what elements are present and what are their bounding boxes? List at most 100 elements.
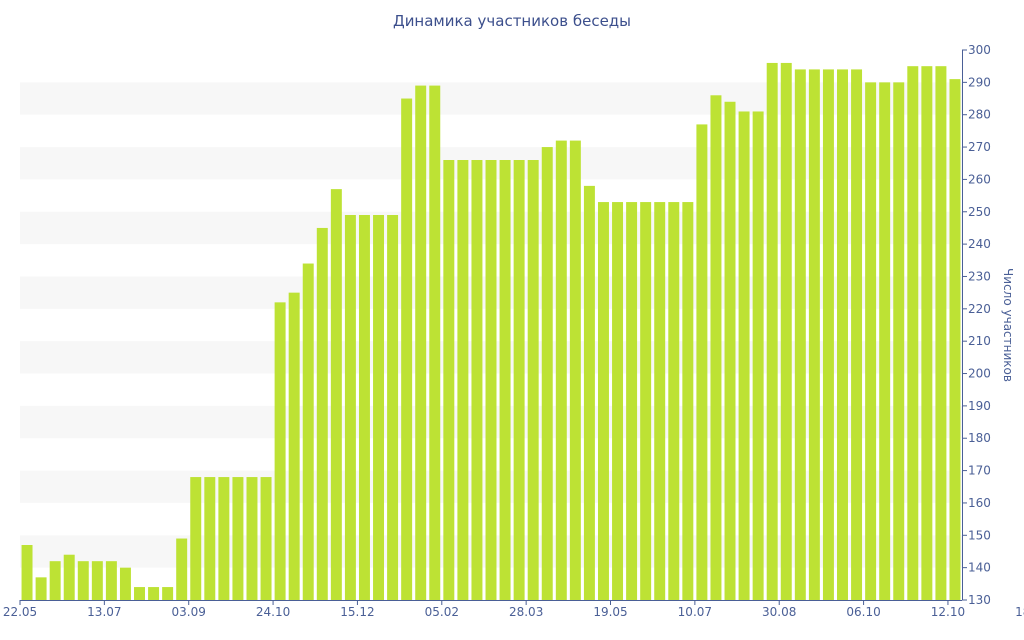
- grid-band: [20, 82, 962, 115]
- y-tick-label: 300: [968, 43, 991, 57]
- x-tick-label: 24.10: [256, 605, 290, 619]
- bar[interactable]: [49, 561, 61, 600]
- y-tick-label: 240: [968, 237, 991, 251]
- bar[interactable]: [612, 202, 624, 600]
- y-ticks: 130 140 150 160 170 180 190 200 210 220 230 240 250 2…: [962, 43, 991, 607]
- bar[interactable]: [21, 545, 33, 600]
- bar[interactable]: [373, 215, 385, 600]
- bar[interactable]: [640, 202, 652, 600]
- bar[interactable]: [119, 567, 131, 600]
- bar[interactable]: [682, 202, 694, 600]
- bar[interactable]: [837, 69, 848, 600]
- bar[interactable]: [865, 82, 877, 601]
- bar[interactable]: [654, 202, 666, 600]
- bar[interactable]: [288, 292, 300, 600]
- bar[interactable]: [429, 85, 441, 601]
- bar[interactable]: [541, 147, 553, 600]
- bar[interactable]: [710, 95, 722, 600]
- y-tick-label: 290: [968, 75, 991, 89]
- x-tick-label: 30.08: [762, 605, 796, 619]
- bar[interactable]: [77, 561, 89, 600]
- bar[interactable]: [851, 69, 863, 600]
- bar[interactable]: [893, 82, 905, 601]
- x-tick-label: 13.07: [87, 605, 121, 619]
- x-tick-label: 19.05: [593, 605, 627, 619]
- bar[interactable]: [387, 215, 399, 600]
- y-tick-label: 280: [968, 108, 991, 122]
- y-tick-label: 260: [968, 172, 991, 186]
- bar[interactable]: [190, 477, 202, 600]
- bar[interactable]: [471, 160, 483, 600]
- bar[interactable]: [626, 202, 638, 600]
- y-tick-label: 130: [968, 593, 991, 607]
- y-tick-label: 250: [968, 205, 991, 219]
- bar[interactable]: [176, 538, 188, 600]
- bar[interactable]: [907, 66, 919, 601]
- x-tick-label: 03.09: [172, 605, 206, 619]
- bar[interactable]: [485, 160, 497, 600]
- bar[interactable]: [443, 160, 455, 600]
- bar[interactable]: [583, 185, 595, 600]
- bar[interactable]: [935, 66, 947, 601]
- chart-title: Динамика участников беседы: [392, 12, 632, 30]
- y-tick-label: 170: [968, 464, 991, 478]
- x-tick-label: 15.12: [340, 605, 374, 619]
- bar[interactable]: [794, 69, 806, 600]
- bar[interactable]: [555, 140, 567, 600]
- y-tick-label: 220: [968, 302, 991, 316]
- bar[interactable]: [274, 302, 286, 600]
- bar[interactable]: [63, 554, 75, 600]
- y-tick-label: 190: [968, 399, 991, 413]
- bar[interactable]: [766, 62, 778, 600]
- bar[interactable]: [232, 477, 244, 600]
- bar[interactable]: [668, 202, 680, 600]
- bar[interactable]: [949, 79, 961, 601]
- bar[interactable]: [358, 215, 370, 600]
- bar[interactable]: [527, 160, 539, 600]
- bar[interactable]: [105, 561, 117, 600]
- bar[interactable]: [134, 587, 145, 600]
- bar[interactable]: [302, 263, 314, 600]
- bar[interactable]: [808, 69, 820, 600]
- x-tick-label: 12.10: [931, 605, 965, 619]
- y-tick-label: 140: [968, 561, 991, 575]
- bar[interactable]: [218, 477, 230, 600]
- x-tick-label: 06.10: [846, 605, 880, 619]
- bar[interactable]: [696, 124, 708, 600]
- x-ticks: 22.05 13.07 03.09 24.10 15.12 05.02 28.03 19.05…: [3, 600, 1024, 619]
- bar[interactable]: [246, 477, 258, 600]
- bar[interactable]: [597, 202, 609, 600]
- x-tick-label: 10.07: [678, 605, 712, 619]
- bar[interactable]: [401, 98, 413, 600]
- bar[interactable]: [148, 587, 160, 600]
- bar[interactable]: [921, 66, 933, 601]
- bar[interactable]: [513, 160, 525, 600]
- bar[interactable]: [162, 587, 174, 600]
- bar[interactable]: [415, 85, 427, 601]
- bar[interactable]: [738, 111, 750, 600]
- y-tick-label: 230: [968, 269, 991, 283]
- bars: [21, 62, 961, 601]
- bar[interactable]: [260, 477, 272, 600]
- bar[interactable]: [499, 160, 511, 600]
- bar[interactable]: [330, 189, 342, 600]
- x-tick-label: 28.03: [509, 605, 543, 619]
- bar[interactable]: [724, 101, 736, 600]
- bar[interactable]: [457, 160, 469, 600]
- bar[interactable]: [752, 111, 764, 600]
- bar[interactable]: [91, 561, 103, 600]
- bar[interactable]: [316, 227, 328, 600]
- bar[interactable]: [879, 82, 891, 601]
- y-tick-label: 200: [968, 367, 991, 381]
- bar[interactable]: [822, 69, 834, 600]
- bar[interactable]: [569, 140, 581, 600]
- y-axis-title: Число участников: [1001, 268, 1015, 382]
- x-tick-label: 18.10: [1015, 605, 1024, 619]
- bar[interactable]: [35, 577, 47, 600]
- y-tick-label: 150: [968, 528, 991, 542]
- bar[interactable]: [344, 215, 356, 600]
- bar[interactable]: [780, 62, 792, 600]
- bar[interactable]: [204, 477, 216, 600]
